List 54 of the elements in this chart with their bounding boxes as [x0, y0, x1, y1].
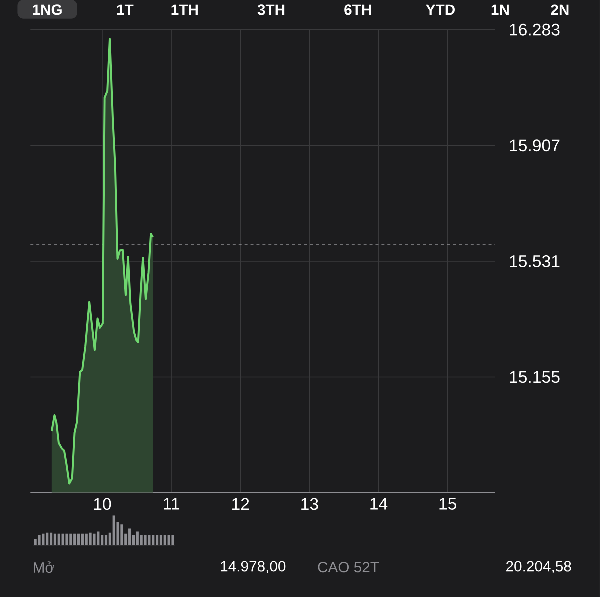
bar: [120, 524, 124, 546]
x-tick-label: 12: [232, 498, 250, 510]
bar: [70, 534, 72, 546]
bar: [54, 534, 57, 546]
bar: [144, 534, 147, 546]
y-tick-label: 15.531: [510, 255, 560, 268]
text: 6TH: [344, 4, 372, 16]
bar: [168, 534, 170, 546]
bar: [112, 516, 116, 546]
bar: [136, 532, 139, 546]
bar: [152, 534, 155, 546]
bar: [164, 534, 166, 546]
text: 1T: [117, 4, 134, 15]
bar: [38, 534, 41, 546]
bar: [58, 534, 60, 546]
text: 2N: [551, 4, 569, 16]
y-tick-label: 15.155: [510, 371, 560, 384]
bar: [104, 534, 108, 546]
text: Mở: [34, 562, 55, 573]
bar: [93, 534, 96, 546]
text: 14.978,00: [221, 561, 286, 574]
bar: [77, 534, 80, 546]
bar: [128, 528, 132, 546]
bar: [85, 534, 88, 546]
bar: [50, 532, 53, 546]
x-tick-label: 14: [370, 498, 388, 510]
bar: [172, 534, 174, 546]
bar: [46, 532, 49, 546]
bar: [74, 534, 76, 546]
text: 1N: [492, 4, 509, 15]
bar: [148, 534, 151, 546]
text: CAO 52T: [318, 562, 380, 573]
bar: [156, 534, 159, 546]
bar: [140, 534, 143, 546]
bar: [66, 534, 68, 546]
text: 20.204,58: [506, 561, 572, 574]
bar: [42, 534, 45, 546]
text: 3TH: [258, 4, 285, 16]
bar: [97, 532, 100, 546]
bar: [101, 534, 104, 546]
text: 1TH: [172, 4, 198, 15]
x-tick-label: 13: [302, 498, 318, 510]
x-tick-label: 11: [164, 498, 180, 510]
bar: [62, 534, 64, 546]
bar: [160, 534, 163, 546]
x-tick-label: 15: [440, 498, 456, 510]
bar: [34, 539, 37, 546]
bar: [89, 532, 92, 546]
bar: [81, 534, 84, 546]
y-tick-label: 16.283: [510, 24, 560, 36]
x-tick-label: 10: [94, 498, 112, 510]
text: YTD: [426, 4, 455, 15]
y-tick-label: 15.907: [510, 140, 560, 152]
text: 1NG: [33, 4, 62, 16]
